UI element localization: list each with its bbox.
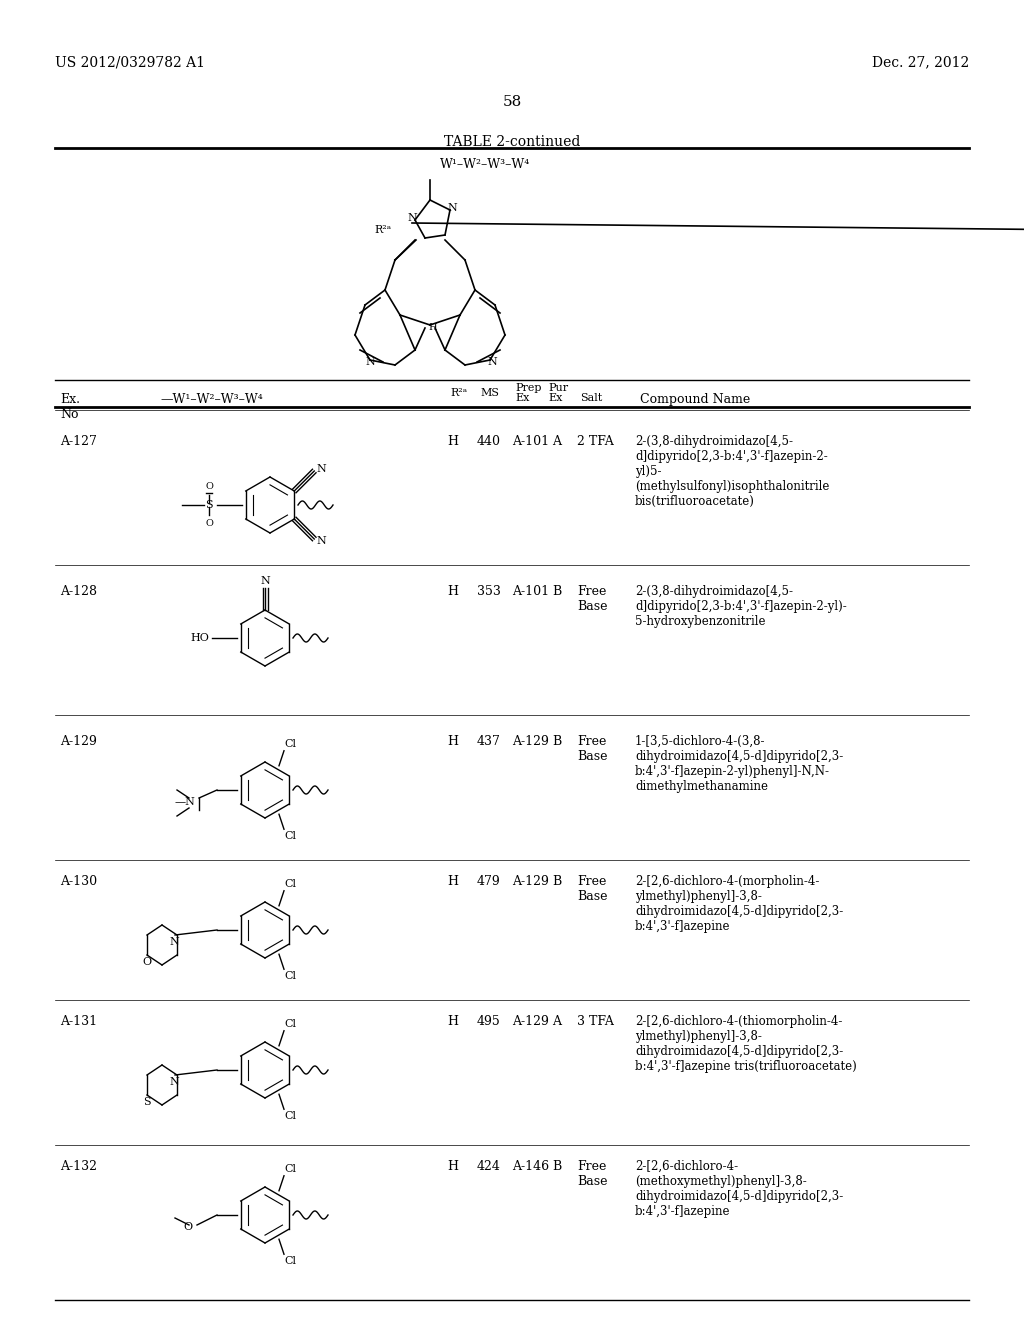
Text: Pur: Pur xyxy=(548,383,568,393)
Text: A-130: A-130 xyxy=(60,875,97,888)
Text: N: N xyxy=(260,576,270,586)
Text: 437: 437 xyxy=(477,735,501,748)
Text: A-127: A-127 xyxy=(60,436,97,447)
Text: TABLE 2-continued: TABLE 2-continued xyxy=(443,135,581,149)
Text: O: O xyxy=(205,519,213,528)
Text: O: O xyxy=(142,957,152,968)
Text: H: H xyxy=(447,875,458,888)
Text: R²ᵃ: R²ᵃ xyxy=(375,224,392,235)
Text: A-129: A-129 xyxy=(512,735,549,748)
Text: 2-(3,8-dihydroimidazo[4,5-
d]dipyrido[2,3-b:4',3'-f]azepin-2-yl)-
5-hydroxybenzo: 2-(3,8-dihydroimidazo[4,5- d]dipyrido[2,… xyxy=(635,585,847,628)
Text: MS: MS xyxy=(480,388,499,399)
Text: 2-[2,6-dichloro-4-(thiomorpholin-4-
ylmethyl)phenyl]-3,8-
dihydroimidazo[4,5-d]d: 2-[2,6-dichloro-4-(thiomorpholin-4- ylme… xyxy=(635,1015,857,1073)
Text: Salt: Salt xyxy=(580,393,602,403)
Text: N: N xyxy=(316,465,326,474)
Text: 1-[3,5-dichloro-4-(3,8-
dihydroimidazo[4,5-d]dipyrido[2,3-
b:4',3'-f]azepin-2-yl: 1-[3,5-dichloro-4-(3,8- dihydroimidazo[4… xyxy=(635,735,843,793)
Text: S: S xyxy=(205,500,213,510)
Text: H: H xyxy=(447,1015,458,1028)
Text: R²ᵃ: R²ᵃ xyxy=(450,388,467,399)
Text: N: N xyxy=(316,536,326,546)
Text: N: N xyxy=(169,1077,179,1086)
Text: Cl: Cl xyxy=(284,1019,296,1028)
Text: A-146: A-146 xyxy=(512,1160,549,1173)
Text: A-101: A-101 xyxy=(512,436,549,447)
Text: A: A xyxy=(552,436,561,447)
Text: B: B xyxy=(552,1160,561,1173)
Text: H: H xyxy=(429,323,437,333)
Text: Cl: Cl xyxy=(284,972,296,981)
Text: Prep: Prep xyxy=(515,383,542,393)
Text: —W¹–W²–W³–W⁴: —W¹–W²–W³–W⁴ xyxy=(160,393,263,407)
Text: H: H xyxy=(447,1160,458,1173)
Text: Ex: Ex xyxy=(515,393,529,403)
Text: A-132: A-132 xyxy=(60,1160,97,1173)
Text: S: S xyxy=(143,1097,151,1107)
Text: 479: 479 xyxy=(477,875,501,888)
Text: N: N xyxy=(169,937,179,946)
Text: 2-(3,8-dihydroimidazo[4,5-
d]dipyrido[2,3-b:4',3'-f]azepin-2-
yl)5-
(methylsulfo: 2-(3,8-dihydroimidazo[4,5- d]dipyrido[2,… xyxy=(635,436,829,508)
Text: Compound Name: Compound Name xyxy=(640,393,751,407)
Text: N: N xyxy=(408,213,417,223)
Text: H: H xyxy=(447,436,458,447)
Text: Cl: Cl xyxy=(284,1111,296,1121)
Text: N: N xyxy=(487,356,497,367)
Text: B: B xyxy=(552,875,561,888)
Text: 58: 58 xyxy=(503,95,521,110)
Text: Dec. 27, 2012: Dec. 27, 2012 xyxy=(871,55,969,69)
Text: Cl: Cl xyxy=(284,739,296,748)
Text: Ex.
No: Ex. No xyxy=(60,393,80,421)
Text: Free
Base: Free Base xyxy=(577,1160,607,1188)
Text: US 2012/0329782 A1: US 2012/0329782 A1 xyxy=(55,55,205,69)
Text: A: A xyxy=(552,1015,561,1028)
Text: A-129: A-129 xyxy=(512,1015,549,1028)
Text: N: N xyxy=(447,203,457,213)
Text: B: B xyxy=(552,585,561,598)
Text: O: O xyxy=(205,482,213,491)
Text: N: N xyxy=(366,356,375,367)
Text: 495: 495 xyxy=(477,1015,501,1028)
Text: A-131: A-131 xyxy=(60,1015,97,1028)
Text: 424: 424 xyxy=(477,1160,501,1173)
Text: B: B xyxy=(552,735,561,748)
Text: 440: 440 xyxy=(477,436,501,447)
Text: O: O xyxy=(184,1222,193,1232)
Text: A-128: A-128 xyxy=(60,585,97,598)
Text: Free
Base: Free Base xyxy=(577,585,607,612)
Text: Cl: Cl xyxy=(284,1257,296,1266)
Text: A-101: A-101 xyxy=(512,585,549,598)
Text: 353: 353 xyxy=(477,585,501,598)
Text: Free
Base: Free Base xyxy=(577,735,607,763)
Text: H: H xyxy=(447,735,458,748)
Text: W¹–W²–W³–W⁴: W¹–W²–W³–W⁴ xyxy=(440,158,530,172)
Text: —N: —N xyxy=(174,797,195,807)
Text: 2-[2,6-dichloro-4-(morpholin-4-
ylmethyl)phenyl]-3,8-
dihydroimidazo[4,5-d]dipyr: 2-[2,6-dichloro-4-(morpholin-4- ylmethyl… xyxy=(635,875,843,933)
Text: 2 TFA: 2 TFA xyxy=(577,436,613,447)
Text: HO: HO xyxy=(190,634,209,643)
Text: A-129: A-129 xyxy=(512,875,549,888)
Text: Ex: Ex xyxy=(548,393,562,403)
Text: Cl: Cl xyxy=(284,879,296,888)
Text: Cl: Cl xyxy=(284,1164,296,1173)
Text: 3 TFA: 3 TFA xyxy=(577,1015,613,1028)
Text: A-129: A-129 xyxy=(60,735,97,748)
Text: H: H xyxy=(447,585,458,598)
Text: 2-[2,6-dichloro-4-
(methoxymethyl)phenyl]-3,8-
dihydroimidazo[4,5-d]dipyrido[2,3: 2-[2,6-dichloro-4- (methoxymethyl)phenyl… xyxy=(635,1160,843,1218)
Text: Free
Base: Free Base xyxy=(577,875,607,903)
Text: Cl: Cl xyxy=(284,832,296,841)
